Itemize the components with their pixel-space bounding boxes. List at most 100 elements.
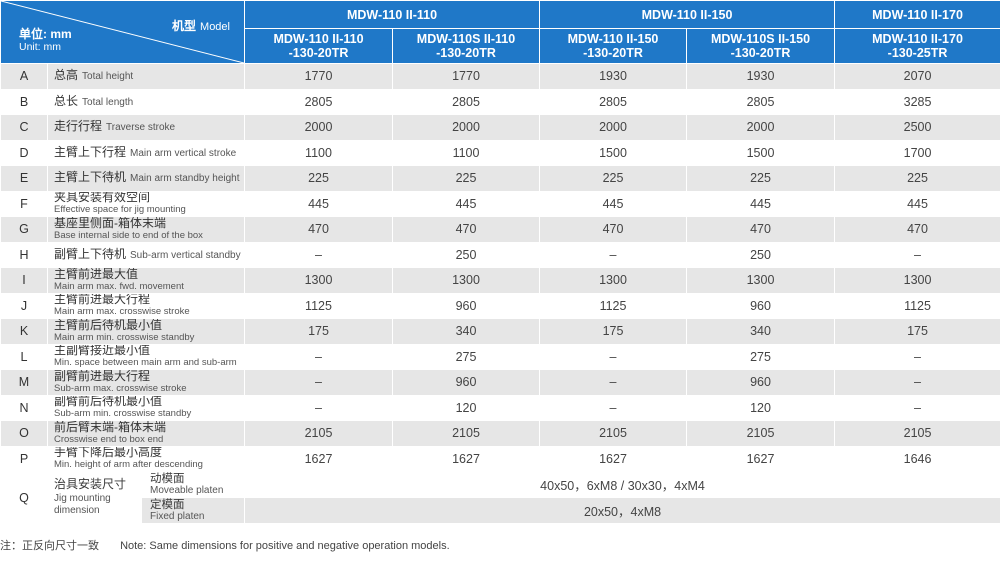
value-cell: 1627 — [393, 446, 540, 471]
row-description: 主臂前进最大值 Main arm max. fwd. movement — [48, 268, 244, 293]
value-cell: 175 — [245, 319, 392, 344]
value-cell: 470 — [245, 217, 392, 242]
description-zh: 前后臂末端-箱体末端 — [54, 421, 166, 434]
row-description: 走行行程 Traverse stroke — [48, 115, 244, 140]
model-header: MDW-110 II-110 -130-20TR — [245, 29, 392, 63]
value-cell: 2105 — [245, 421, 392, 446]
description-en: Effective space for jig mounting — [54, 204, 186, 216]
description-en: Base internal side to end of the box — [54, 229, 203, 241]
value-cell: 960 — [393, 370, 540, 395]
jig-row-moveable: Q 治具安装尺寸 Jig mounting dimension 动模面 Moveable … — [1, 472, 1000, 523]
value-cell: – — [540, 370, 687, 395]
value-cell: 225 — [835, 166, 1000, 191]
value-cell: 1125 — [835, 293, 1000, 318]
value-cell: 1646 — [835, 446, 1000, 471]
value-cell: 1500 — [687, 140, 835, 165]
row-description: 主臂上下待机 Main arm standby height — [48, 166, 244, 191]
description-en: Min. height of arm after descending — [54, 459, 203, 471]
description-zh: 主臂上下行程 — [54, 144, 127, 159]
description-en: Min. space between main arm and sub-arm — [54, 357, 237, 369]
model-header: MDW-110 II-150 -130-20TR — [540, 29, 687, 63]
value-cell: 340 — [687, 319, 835, 344]
value-cell: 250 — [393, 242, 540, 267]
value-cell: 2105 — [687, 421, 835, 446]
value-cell: 2805 — [687, 89, 835, 114]
value-cell: 2000 — [540, 115, 687, 140]
value-cell: 1300 — [687, 268, 835, 293]
model-header: MDW-110S II-110 -130-20TR — [393, 29, 540, 63]
row-description: 主副臂接近最小值 Min. space between main arm and … — [48, 344, 244, 369]
value-cell: 2000 — [393, 115, 540, 140]
value-cell: 1770 — [393, 64, 540, 89]
value-cell: – — [835, 395, 1000, 420]
footnote-zh: 注：正反向尺寸一致 — [0, 540, 99, 552]
value-cell: 2805 — [540, 89, 687, 114]
value-cell: 2105 — [835, 421, 1000, 446]
spec-row: A 总高 Total height 1770 1770 1930 1930 2070 — [1, 64, 1000, 89]
value-cell: 1125 — [540, 293, 687, 318]
model-header: MDW-110 II-170 -130-25TR — [835, 29, 1000, 63]
spec-row: N 副臂前后待机最小值 Sub-arm min. crosswise standby… — [1, 395, 1000, 420]
value-cell: 225 — [540, 166, 687, 191]
value-cell: 225 — [245, 166, 392, 191]
value-cell: 470 — [393, 217, 540, 242]
jig-label-cell: 治具安装尺寸 Jig mounting dimension 动模面 Moveable p… — [48, 472, 244, 523]
value-cell: 470 — [835, 217, 1000, 242]
spec-row: H 副臂上下待机 Sub-arm vertical standby –250–250– — [1, 242, 1000, 267]
row-letter: I — [1, 268, 47, 293]
spec-row: O 前后臂末端-箱体末端 Crosswise end to box end 2105 2… — [1, 421, 1000, 446]
moveable-en: Moveable platen — [150, 484, 224, 496]
row-description: 夹具安装有效空间 Effective space for jig mounting — [48, 191, 244, 216]
value-cell: 470 — [540, 217, 687, 242]
description-en: Traverse stroke — [106, 122, 176, 134]
moveable-platen-label: 动模面 Moveable platen — [142, 472, 244, 498]
value-cell: 445 — [393, 191, 540, 216]
model-header: MDW-110S II-150 -130-20TR — [687, 29, 835, 63]
description-en: Crosswise end to box end — [54, 433, 164, 445]
jig-row-fixed: 20x50，4xM8 — [1, 498, 1000, 523]
unit-label: 单位: mm Unit: mm — [19, 27, 72, 54]
row-letter: C — [1, 115, 47, 140]
fixed-en: Fixed platen — [150, 510, 205, 522]
description-en: Sub-arm max. crosswise stroke — [54, 382, 187, 394]
footnote: 注：正反向尺寸一致 Note: Same dimensions for posi… — [0, 537, 468, 553]
row-description: 副臂前进最大行程 Sub-arm max. crosswise stroke — [48, 370, 244, 395]
value-cell: 1125 — [245, 293, 392, 318]
spec-row: M 副臂前进最大行程 Sub-arm max. crosswise stroke –9… — [1, 370, 1000, 395]
value-cell: 2000 — [245, 115, 392, 140]
spec-row: L 主副臂接近最小值 Min. space between main arm and… — [1, 344, 1000, 369]
value-cell: 445 — [687, 191, 835, 216]
fixed-platen-value: 20x50，4xM8 — [245, 498, 1000, 523]
description-zh: 基座里侧面-箱体末端 — [54, 217, 166, 230]
value-cell: 960 — [687, 293, 835, 318]
group-header: MDW-110 II-110 — [245, 1, 540, 28]
value-cell: 225 — [393, 166, 540, 191]
value-cell: 2105 — [393, 421, 540, 446]
value-cell: 175 — [540, 319, 687, 344]
row-letter: H — [1, 242, 47, 267]
row-letter: B — [1, 89, 47, 114]
row-letter: Q — [1, 472, 47, 523]
description-en: Main arm min. crosswise standby — [54, 331, 195, 343]
value-cell: – — [835, 370, 1000, 395]
row-description: 总长 Total length — [48, 89, 244, 114]
description-en: Total length — [82, 96, 134, 108]
spec-row: C 走行行程 Traverse stroke 2000 2000 2000 2000 2500 — [1, 115, 1000, 140]
description-en: Main arm vertical stroke — [130, 147, 237, 159]
value-cell: – — [540, 242, 687, 267]
value-cell: 1770 — [245, 64, 392, 89]
value-cell: 2105 — [540, 421, 687, 446]
value-cell: – — [835, 344, 1000, 369]
footnote-en: Note: Same dimensions for positive and n… — [120, 540, 450, 552]
description-en: Sub-arm vertical standby — [130, 249, 241, 261]
header-model-row: MDW-110 II-110 -130-20TR MDW-110S II-110-… — [1, 29, 1000, 63]
jig-label-en-1: Jig mounting — [54, 493, 111, 504]
value-cell: – — [540, 395, 687, 420]
value-cell: 2500 — [835, 115, 1000, 140]
value-cell: – — [835, 242, 1000, 267]
description-zh: 主臂前进最大行程 — [54, 293, 151, 307]
value-cell: 175 — [835, 319, 1000, 344]
description-zh: 主副臂接近最小值 — [54, 344, 151, 358]
moveable-zh: 动模面 — [150, 472, 185, 485]
description-zh: 主臂前后待机最小值 — [54, 319, 163, 332]
